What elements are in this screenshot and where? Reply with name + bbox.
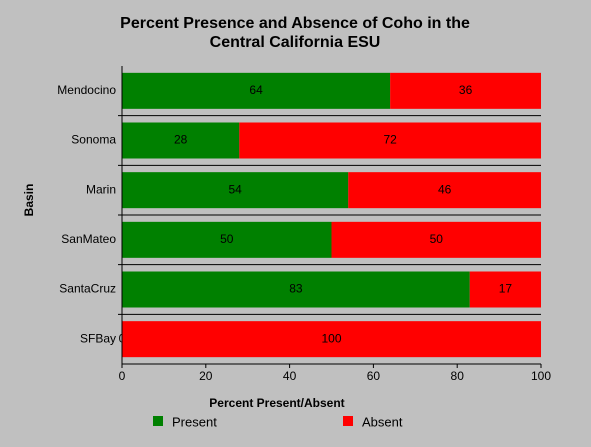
bar-segment (122, 72, 391, 109)
y-tick-label: Marin (86, 182, 116, 196)
bar-segment (390, 72, 541, 109)
x-axis-label: Percent Present/Absent (209, 396, 344, 410)
bar-segment (348, 172, 541, 209)
bar-segment (122, 271, 470, 308)
value-label: 100 (321, 331, 341, 345)
chart-title: Percent Presence and Absence of Coho in … (120, 15, 470, 51)
bar-segment (331, 221, 541, 258)
x-tick-label: 40 (283, 369, 297, 383)
y-tick-label: SFBay (80, 331, 116, 345)
value-label: 50 (430, 232, 444, 246)
value-label: 72 (383, 133, 397, 147)
y-tick-label: SanMateo (61, 232, 116, 246)
value-label: 64 (249, 83, 263, 97)
bar-segment (122, 122, 240, 159)
x-tick-label: 100 (531, 369, 551, 383)
y-tick-label: Mendocino (57, 83, 116, 97)
y-axis-label: Basin (22, 184, 36, 217)
x-tick-label: 0 (119, 369, 126, 383)
legend-swatch (343, 416, 353, 426)
bar-segment (122, 321, 541, 358)
value-label: 50 (220, 232, 234, 246)
y-tick-label: Sonoma (71, 133, 116, 147)
bar-segment (469, 271, 541, 308)
legend-label: Present (172, 414, 217, 429)
value-label: 28 (174, 133, 188, 147)
value-label: 83 (289, 282, 303, 296)
bar-segment (122, 221, 332, 258)
legend-label: Absent (362, 414, 403, 429)
value-label: 46 (438, 182, 452, 196)
x-tick-label: 80 (451, 369, 465, 383)
value-label: 54 (228, 182, 242, 196)
value-label: 17 (499, 282, 513, 296)
x-tick-label: 20 (199, 369, 213, 383)
bar-segment (122, 172, 349, 209)
value-label: 36 (459, 83, 473, 97)
x-tick-label: 60 (367, 369, 381, 383)
legend-swatch (153, 416, 163, 426)
bar-segment (239, 122, 541, 159)
y-tick-label: SantaCruz (59, 282, 116, 296)
